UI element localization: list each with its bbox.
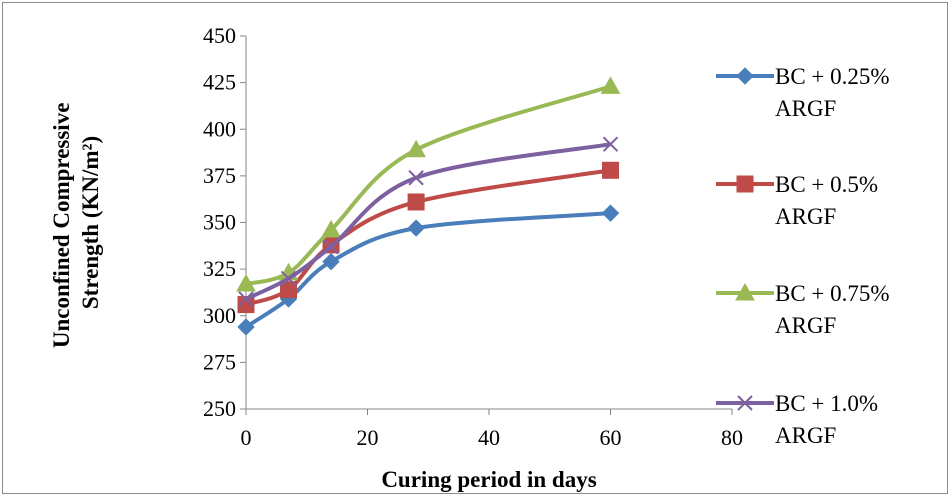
- y-tick-label: 275: [203, 349, 236, 374]
- marker-stroke: [737, 395, 753, 411]
- data-point: [237, 318, 255, 336]
- data-point: [280, 281, 298, 299]
- data-point: [600, 76, 621, 94]
- series-2: [237, 161, 619, 314]
- y-axis-title-line2: Strength (KN/m²): [78, 136, 103, 309]
- data-point: [321, 219, 341, 238]
- series-layer: [236, 76, 621, 336]
- legend: BC + 0.25% ARGF BC + 0.5% ARGF BC + 0.75% ARG…: [716, 64, 890, 448]
- data-point: [323, 239, 339, 255]
- data-point: [407, 219, 425, 237]
- legend-label-line2: ARGF: [775, 204, 836, 229]
- data-point: [601, 204, 620, 222]
- legend-marker: [736, 67, 754, 85]
- y-tick-label: 400: [203, 116, 236, 141]
- series-line: [244, 211, 611, 329]
- marker-stroke: [238, 291, 254, 307]
- legend-marker: [736, 175, 754, 193]
- legend-label-line1: BC + 0.5%: [775, 172, 878, 197]
- series-line: [245, 168, 611, 307]
- y-tick-label: 250: [203, 396, 236, 421]
- x-tick-label: 40: [478, 425, 500, 450]
- y-tick-label: 375: [203, 163, 236, 188]
- x-axis-title: Curing period in days: [381, 467, 596, 492]
- data-point: [602, 136, 619, 152]
- y-axis-title-line1: Unconfined Compressive: [49, 103, 74, 349]
- legend-marker: [737, 395, 753, 411]
- series-4: [238, 136, 619, 307]
- marker-stroke: [602, 136, 619, 152]
- y-axis-title: Unconfined Compressive Strength (KN/m²): [49, 97, 103, 348]
- legend-label-line2: ARGF: [775, 423, 836, 448]
- data-point: [237, 296, 255, 314]
- y-tick-label: 300: [203, 303, 236, 328]
- legend-item-2: BC + 0.5% ARGF: [716, 172, 878, 229]
- y-tick-label: 350: [203, 210, 236, 235]
- legend-marker: [735, 282, 755, 301]
- data-point: [406, 139, 426, 158]
- data-point: [238, 291, 254, 307]
- legend-item-1: BC + 0.25% ARGF: [716, 64, 890, 121]
- legend-item-4: BC + 1.0% ARGF: [716, 391, 878, 448]
- legend-label-line2: ARGF: [775, 96, 836, 121]
- y-tick-label: 425: [203, 70, 236, 95]
- y-tick-label: 325: [203, 256, 236, 281]
- x-tick-label: 0: [241, 425, 252, 450]
- data-point: [408, 170, 424, 186]
- y-tick-label: 450: [203, 23, 236, 48]
- x-tick-label: 80: [721, 425, 743, 450]
- marker-stroke: [408, 170, 424, 186]
- x-tick-label: 20: [357, 425, 379, 450]
- series-line: [245, 142, 611, 301]
- legend-label-line2: ARGF: [775, 313, 836, 338]
- data-point: [407, 193, 425, 211]
- legend-label-line1: BC + 0.75%: [775, 281, 890, 306]
- data-point: [236, 274, 256, 292]
- legend-item-3: BC + 0.75% ARGF: [716, 281, 890, 338]
- series-3: [236, 76, 621, 292]
- x-tick-label: 60: [600, 425, 622, 450]
- marker-stroke: [280, 270, 297, 287]
- series-line: [245, 84, 612, 287]
- y-axis-ticks: 250 275 300 325 350 375 400 425 450: [203, 23, 246, 421]
- data-point: [322, 252, 340, 271]
- x-axis-ticks: 0 20 40 60 80: [241, 409, 743, 450]
- legend-label-line1: BC + 0.25%: [775, 64, 890, 89]
- legend-label-line1: BC + 1.0%: [775, 391, 878, 416]
- marker-stroke: [323, 239, 339, 255]
- data-point: [602, 161, 619, 179]
- line-chart: 250 275 300 325 350 375 400 425 450 0 20 40 60 80 BC…: [49, 23, 890, 492]
- data-point: [280, 270, 297, 287]
